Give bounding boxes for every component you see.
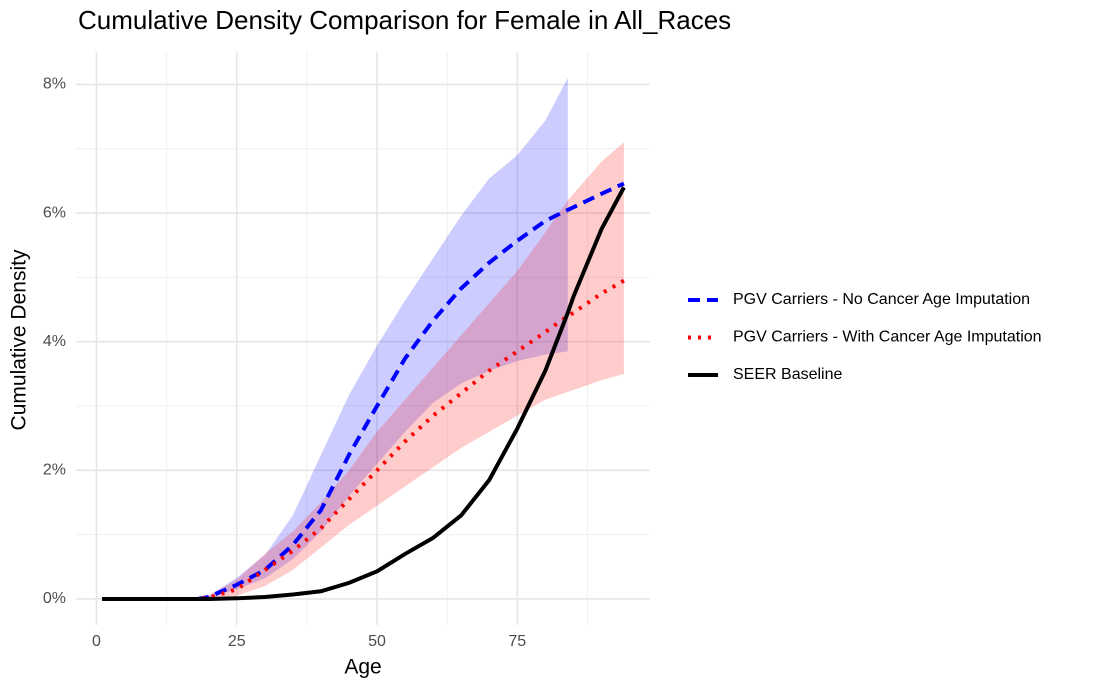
x-tick-label: 25 bbox=[228, 633, 246, 650]
x-tick-label: 75 bbox=[508, 633, 526, 650]
legend-label: SEER Baseline bbox=[733, 366, 842, 383]
y-tick-label: 6% bbox=[43, 204, 66, 221]
x-tick-label: 0 bbox=[92, 633, 101, 650]
confidence-band bbox=[197, 142, 624, 599]
legend-label: PGV Carriers - No Cancer Age Imputation bbox=[733, 291, 1030, 308]
y-tick-label: 8% bbox=[43, 76, 66, 93]
series-line bbox=[102, 186, 626, 601]
y-tick-label: 2% bbox=[43, 462, 66, 479]
series-line bbox=[102, 278, 625, 601]
x-axis-title: Age bbox=[344, 656, 381, 679]
confidence-band bbox=[197, 78, 568, 599]
y-tick-label: 4% bbox=[43, 333, 66, 350]
y-axis-title: Cumulative Density bbox=[8, 249, 31, 430]
x-tick-label: 50 bbox=[368, 633, 386, 650]
legend-label: PGV Carriers - With Cancer Age Imputatio… bbox=[733, 329, 1042, 346]
y-tick-label: 0% bbox=[43, 590, 66, 607]
chart-title: Cumulative Density Comparison for Female… bbox=[78, 5, 731, 35]
